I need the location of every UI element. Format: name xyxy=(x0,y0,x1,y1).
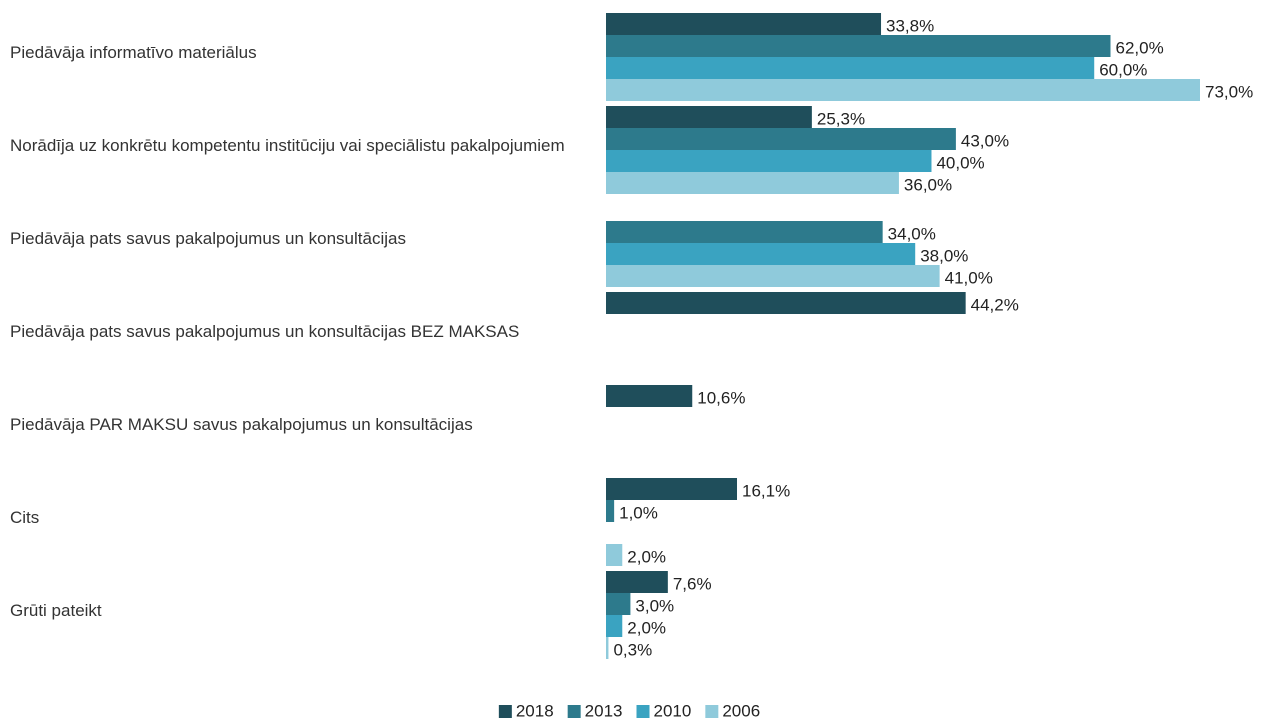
category-label-box: Piedāvāja informatīvo materiālus xyxy=(10,13,586,93)
bar xyxy=(606,500,615,522)
bar xyxy=(606,265,940,287)
category-label-box: Piedāvāja pats savus pakalpojumus un kon… xyxy=(10,199,586,279)
legend-label: 2018 xyxy=(516,701,554,720)
data-label: 38,0% xyxy=(920,246,968,265)
legend-swatch xyxy=(567,705,581,718)
category-label: Grūti pateikt xyxy=(10,601,102,620)
category-label-box: Piedāvāja PAR MAKSU savus pakalpojumus u… xyxy=(10,385,586,465)
legend-swatch xyxy=(705,705,719,718)
bar xyxy=(606,637,609,659)
bar xyxy=(606,106,812,128)
data-label: 25,3% xyxy=(817,109,865,128)
category-label: Norādīja uz konkrētu kompetentu institūc… xyxy=(10,136,565,155)
data-label: 2,0% xyxy=(627,618,666,637)
data-label: 73,0% xyxy=(1205,82,1253,101)
bar xyxy=(606,243,916,265)
data-label: 34,0% xyxy=(888,224,936,243)
bar xyxy=(606,615,623,637)
category-label-box: Grūti pateikt xyxy=(10,571,586,651)
bar xyxy=(606,172,899,194)
data-label: 36,0% xyxy=(904,175,952,194)
bar xyxy=(606,385,693,407)
bar xyxy=(606,478,738,500)
data-label: 16,1% xyxy=(742,481,790,500)
bar xyxy=(606,571,668,593)
legend-label: 2006 xyxy=(722,701,760,720)
bar xyxy=(606,35,1111,57)
data-label: 2,0% xyxy=(627,547,666,566)
bar xyxy=(606,79,1201,101)
bar xyxy=(606,128,956,150)
data-label: 60,0% xyxy=(1099,60,1147,79)
bar xyxy=(606,221,883,243)
legend-label: 2010 xyxy=(654,701,692,720)
bar xyxy=(606,593,631,615)
category-label-box: Piedāvāja pats savus pakalpojumus un kon… xyxy=(10,292,586,372)
bar xyxy=(606,57,1095,79)
bar xyxy=(606,292,966,314)
bar xyxy=(606,150,932,172)
category-label-box: Cits xyxy=(10,478,586,558)
legend-swatch xyxy=(498,705,512,718)
data-label: 40,0% xyxy=(936,153,984,172)
category-label: Piedāvāja pats savus pakalpojumus un kon… xyxy=(10,229,406,248)
legend-label: 2013 xyxy=(585,701,623,720)
category-label: Piedāvāja pats savus pakalpojumus un kon… xyxy=(10,322,520,341)
data-label: 44,2% xyxy=(971,295,1019,314)
data-label: 1,0% xyxy=(619,503,658,522)
data-label: 10,6% xyxy=(697,388,745,407)
data-label: 41,0% xyxy=(945,268,993,287)
category-label: Piedāvāja PAR MAKSU savus pakalpojumus u… xyxy=(10,415,473,434)
bar xyxy=(606,544,623,566)
data-label: 33,8% xyxy=(886,16,934,35)
legend-swatch xyxy=(636,705,650,718)
data-label: 3,0% xyxy=(635,596,674,615)
category-label: Piedāvāja informatīvo materiālus xyxy=(10,43,257,62)
data-label: 7,6% xyxy=(673,574,712,593)
category-label: Cits xyxy=(10,508,40,527)
data-label: 62,0% xyxy=(1115,38,1163,57)
data-label: 0,3% xyxy=(613,640,652,659)
category-label-box: Norādīja uz konkrētu kompetentu institūc… xyxy=(10,106,586,186)
bar xyxy=(606,13,882,35)
data-label: 43,0% xyxy=(961,131,1009,150)
